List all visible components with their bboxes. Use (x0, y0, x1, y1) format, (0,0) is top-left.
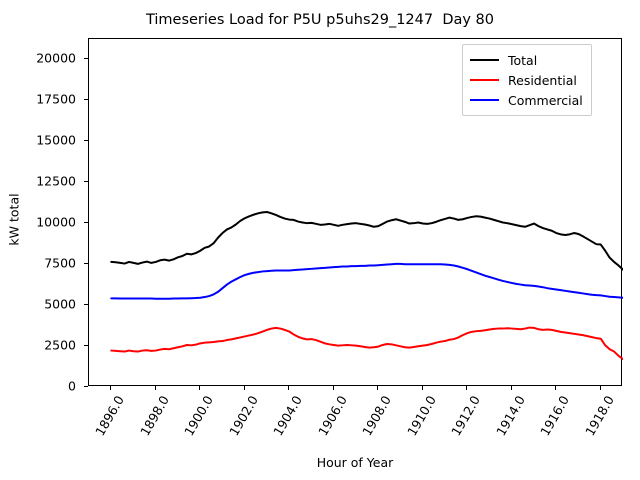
x-tick-label: 1912.0 (448, 393, 484, 439)
legend-item-residential: Residential (470, 70, 583, 90)
y-tick-label: 12500 (36, 173, 76, 189)
chart-title: Timeseries Load for P5U p5uhs29_1247 Day… (145, 12, 495, 28)
series-line-commercial (110, 262, 623, 300)
y-tick-mark (84, 262, 88, 264)
y-axis: kW total 0 2500 5000 7500 10000 12500 15000 175… (0, 38, 88, 394)
legend-label: Total (508, 52, 538, 68)
legend-swatch-commercial (470, 99, 499, 101)
x-tick-label: 1904.0 (270, 393, 306, 439)
x-tick-mark (599, 386, 601, 390)
legend-label: Commercial (508, 92, 583, 108)
series-line-residential (110, 326, 623, 361)
legend-swatch-residential (470, 79, 499, 81)
x-tick-mark (377, 386, 379, 390)
x-tick-mark (555, 386, 557, 390)
x-tick-label: 1914.0 (492, 393, 528, 439)
y-tick-label: 2500 (44, 337, 76, 353)
x-tick-label: 1918.0 (581, 393, 617, 439)
legend-item-total: Total (470, 50, 583, 70)
x-tick-mark (421, 386, 423, 390)
x-tick-label: 1910.0 (403, 393, 439, 439)
x-tick-mark (243, 386, 245, 390)
x-tick-label: 1916.0 (537, 393, 573, 439)
y-tick-label: 17500 (36, 91, 76, 107)
series-line-total (110, 211, 623, 271)
y-tick-mark (84, 344, 88, 346)
x-tick-mark (199, 386, 201, 390)
y-tick-label: 5000 (44, 296, 76, 312)
plot-svg (110, 211, 623, 361)
y-tick-label: 15000 (36, 132, 76, 148)
x-tick-mark (154, 386, 156, 390)
legend-item-commercial: Commercial (470, 90, 583, 110)
x-tick-mark (288, 386, 290, 390)
y-tick-label: 20000 (36, 50, 76, 66)
x-axis: 1896.0 1898.0 1900.0 1902.0 1904.0 1906.0 1908… (88, 386, 622, 480)
x-tick-mark (110, 386, 112, 390)
chart-legend: Total Residential Commercial (462, 44, 592, 116)
y-tick-mark (84, 386, 88, 387)
y-tick-mark (84, 303, 88, 305)
x-axis-label: Hour of Year (316, 455, 394, 470)
y-tick-mark (84, 221, 88, 223)
x-tick-label: 1896.0 (92, 393, 128, 439)
y-tick-mark (84, 57, 88, 59)
legend-label: Residential (508, 72, 577, 88)
y-axis-label: kW total (6, 193, 22, 246)
x-tick-label: 1906.0 (314, 393, 350, 439)
x-tick-mark (466, 386, 468, 390)
y-tick-mark (84, 98, 88, 100)
x-tick-mark (510, 386, 512, 390)
x-tick-label: 1900.0 (181, 393, 217, 439)
y-tick-mark (84, 180, 88, 182)
y-tick-label: 10000 (36, 214, 76, 230)
x-tick-label: 1902.0 (225, 393, 261, 439)
legend-swatch-total (470, 59, 499, 61)
x-tick-label: 1908.0 (359, 393, 395, 439)
y-tick-mark (84, 139, 88, 141)
y-tick-label: 0 (68, 378, 76, 394)
y-tick-label: 7500 (44, 255, 76, 271)
x-tick-mark (332, 386, 334, 390)
x-tick-label: 1898.0 (136, 393, 172, 439)
